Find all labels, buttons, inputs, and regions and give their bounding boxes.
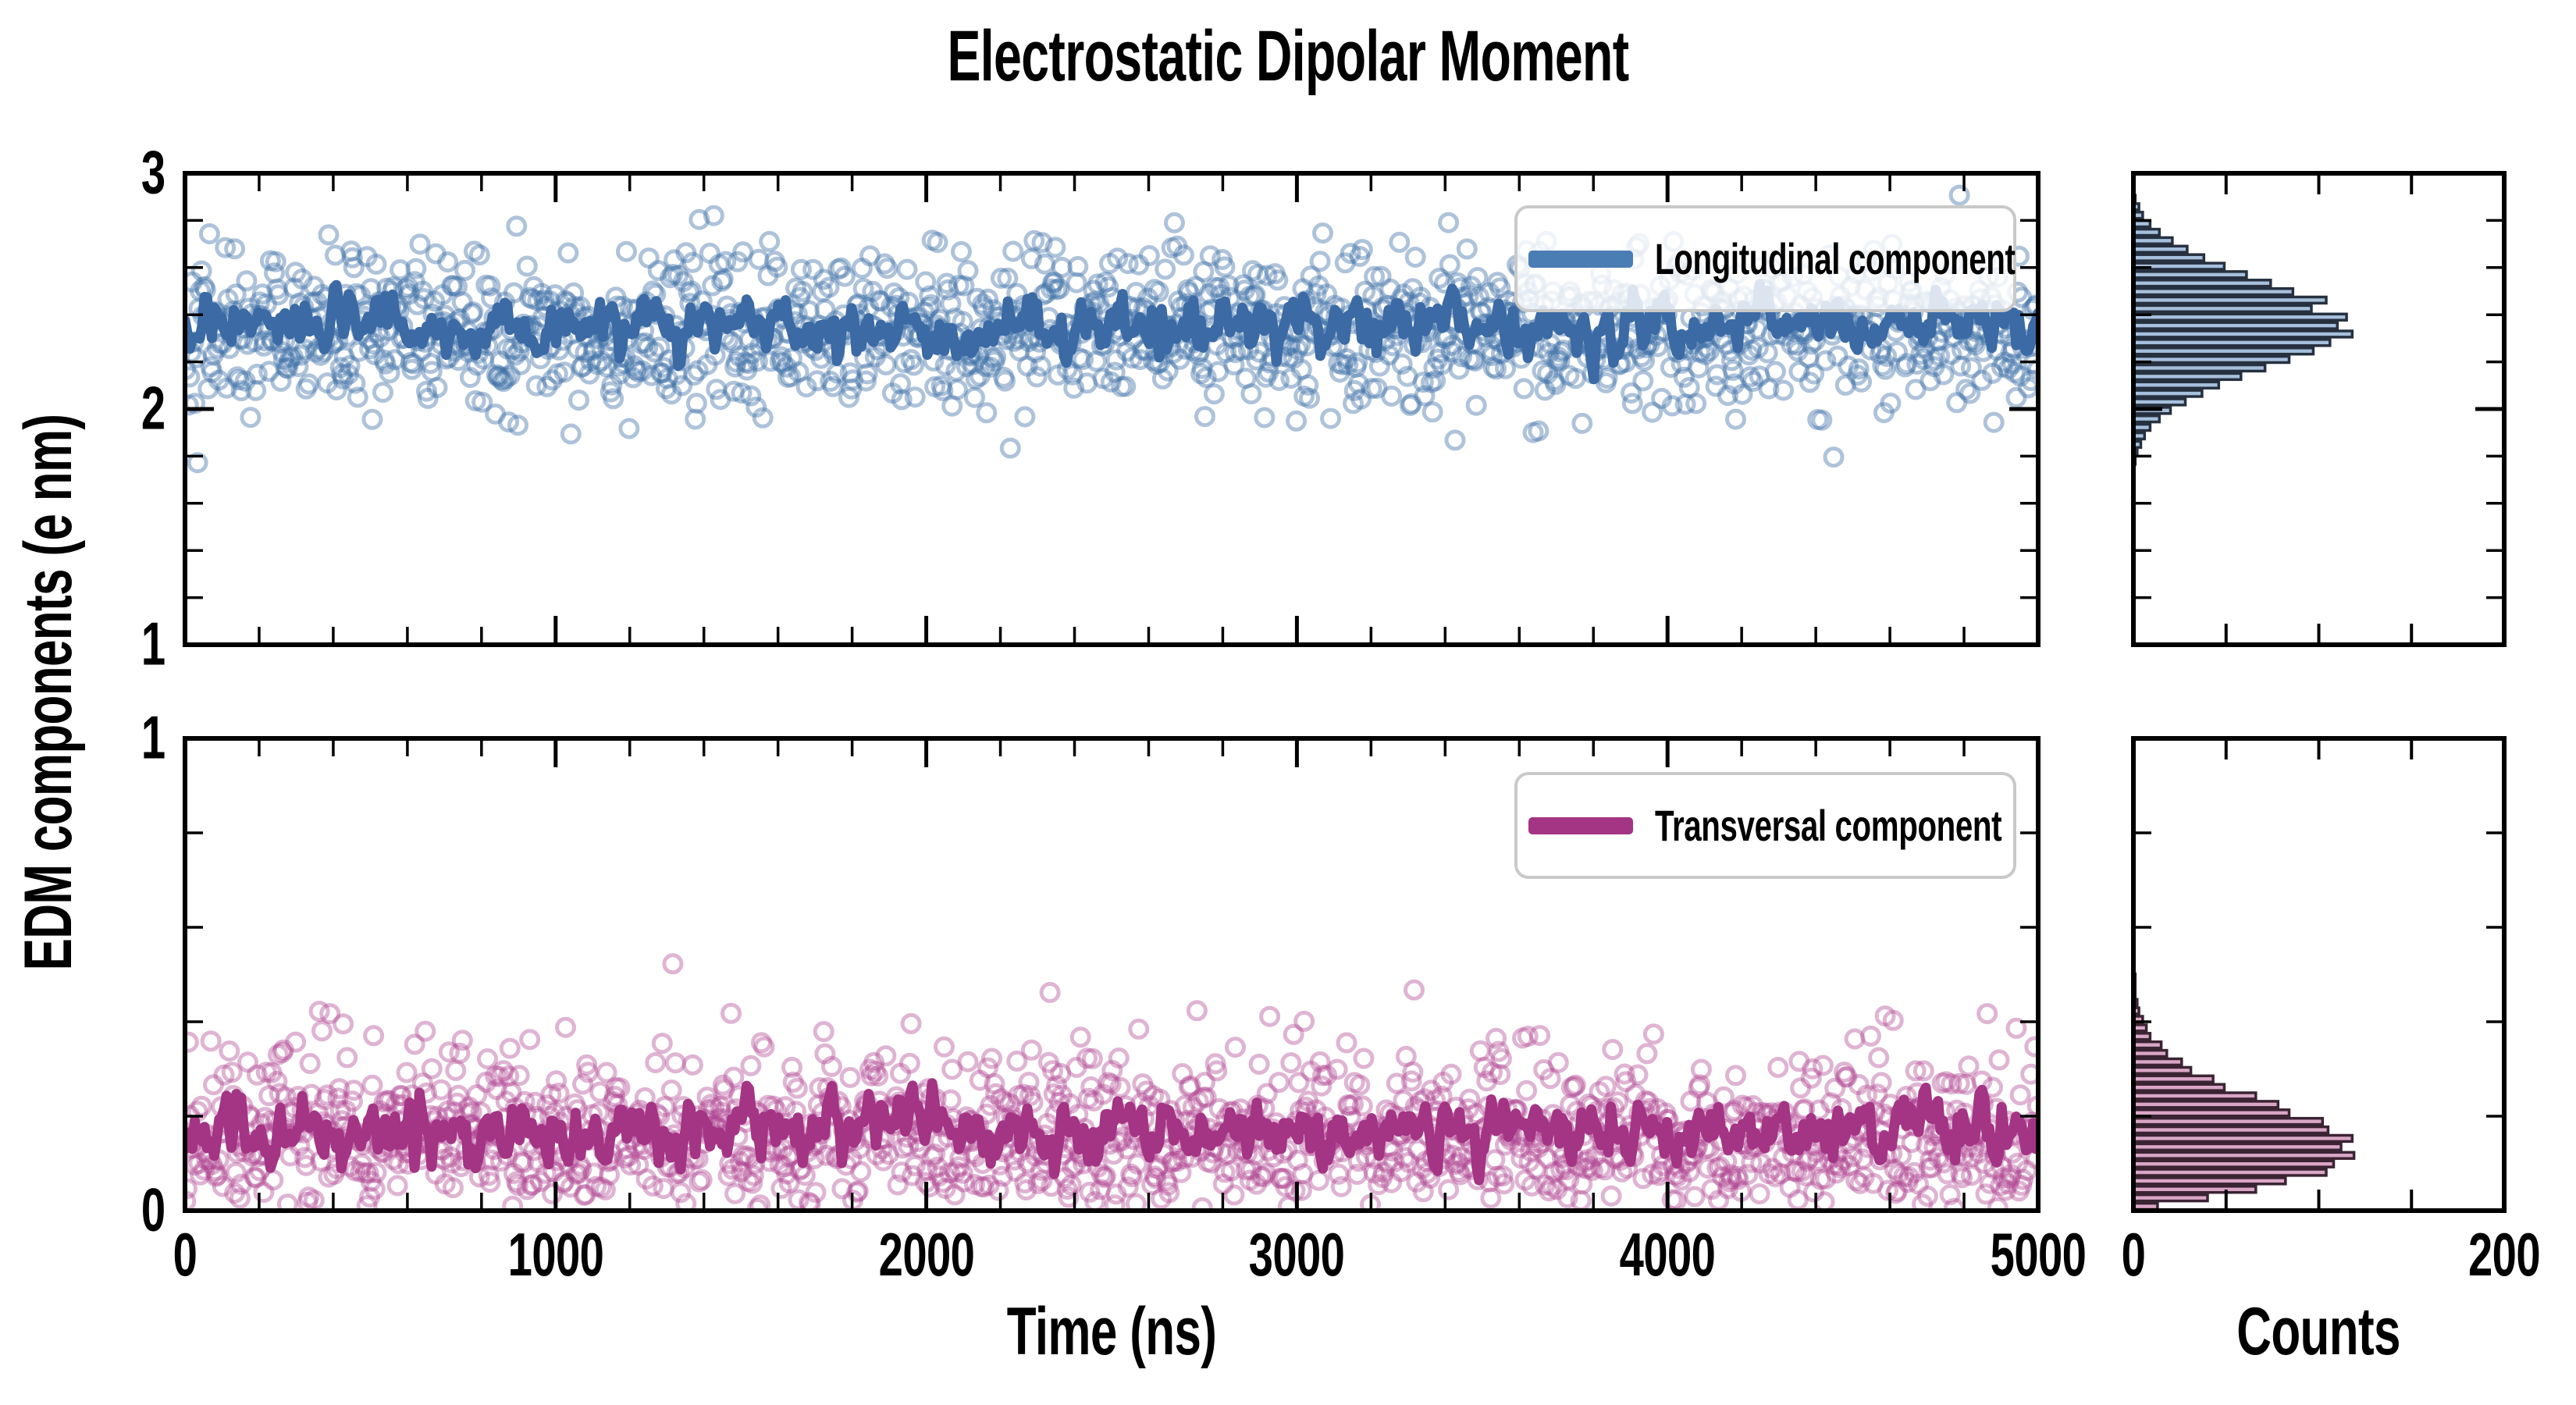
histogram-transversal: [2132, 972, 2356, 1211]
y-tick-label: 0: [141, 1175, 165, 1244]
chart-title: Electrostatic Dipolar Moment: [947, 16, 1629, 96]
legend-label-transversal: Transversal component: [1655, 801, 2002, 850]
x-tick-label: 0: [173, 1220, 197, 1289]
panel-frame-main-1: [183, 736, 2041, 1213]
panel-frame-hist-1: [2131, 736, 2507, 1213]
legend-longitudinal: Longitudinal component: [1514, 205, 2016, 312]
counts-tick-label: 200: [2467, 1220, 2541, 1289]
x-tick-label: 1000: [507, 1220, 604, 1289]
legend-label-longitudinal: Longitudinal component: [1655, 234, 2016, 283]
x-tick-label: 3000: [1249, 1220, 1345, 1289]
scatter-transversal: [185, 953, 2038, 1211]
y-tick-label: 1: [141, 702, 165, 772]
mean-line-longitudinal: [185, 279, 2038, 385]
x-tick-label: 5000: [1990, 1220, 2087, 1289]
panel-frame-main-0: [183, 171, 2041, 647]
histogram-longitudinal: [2132, 194, 2354, 466]
x-tick-label: 4000: [1619, 1220, 1716, 1289]
panel-frame-hist-0: [2131, 171, 2507, 647]
x-axis-label-counts: Counts: [2236, 1294, 2400, 1369]
mean-line-transversal: [185, 1078, 2038, 1186]
y-tick-label: 3: [141, 137, 165, 207]
y-tick-label: 1: [141, 609, 165, 678]
x-tick-label: 2000: [878, 1220, 974, 1289]
y-axis-label: EDM components (e nm): [11, 414, 86, 971]
legend-swatch-longitudinal-icon: [1528, 250, 1633, 268]
legend-transversal: Transversal component: [1514, 772, 2016, 879]
x-axis-label-time: Time (ns): [1006, 1294, 1217, 1369]
counts-tick-label: 0: [2121, 1220, 2146, 1289]
y-tick-label: 2: [141, 373, 165, 443]
legend-swatch-transversal-icon: [1528, 816, 1633, 834]
